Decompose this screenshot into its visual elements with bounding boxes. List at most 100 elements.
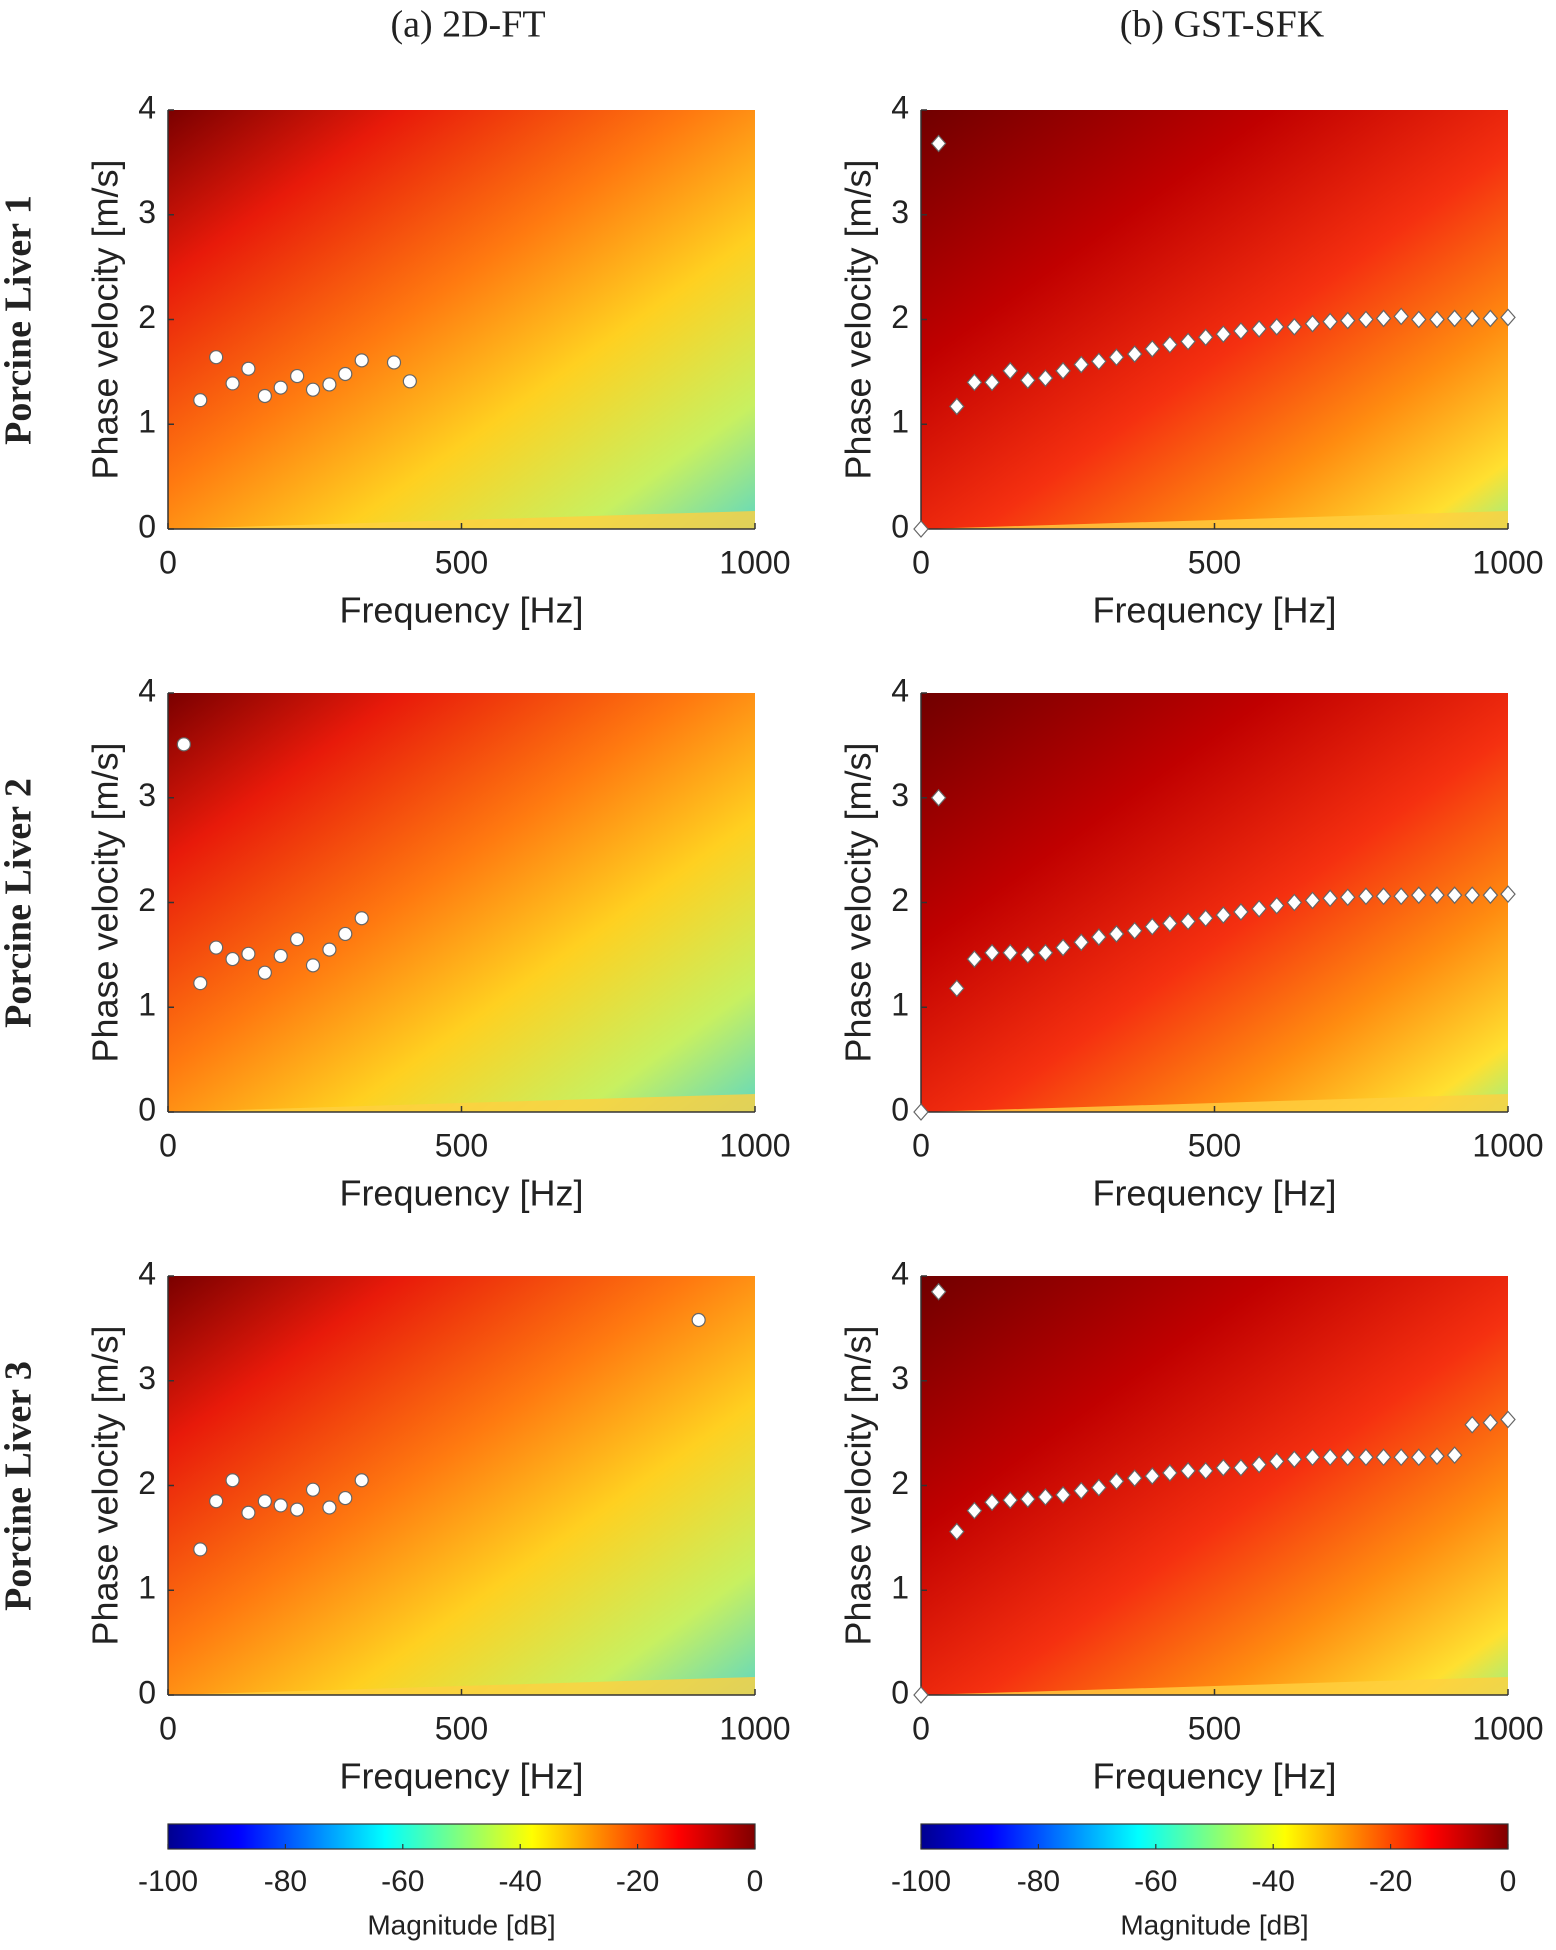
heatmap-band (168, 1677, 755, 1695)
diamond-point (1482, 886, 1499, 905)
diamond-point (1233, 322, 1249, 340)
y-axis-label: Phase velocity [m/s] (85, 742, 126, 1062)
y-tick-label: 3 (891, 194, 909, 230)
y-tick-label: 1 (891, 987, 909, 1023)
y-tick-label: 0 (138, 1674, 156, 1710)
x-axis-label: Frequency [Hz] (1092, 1173, 1336, 1214)
diamond-point (1037, 943, 1054, 962)
diamond-point (1162, 335, 1178, 354)
diamond-point (1055, 1486, 1071, 1504)
diamond-point (1073, 933, 1090, 952)
x-tick-label: -40 (1252, 1865, 1295, 1898)
diamond-point (984, 1493, 1000, 1512)
x-axis-label: Frequency [Hz] (339, 590, 583, 631)
diamond-point (1464, 1415, 1480, 1434)
diamond-point (1482, 1413, 1499, 1432)
heatmap (168, 1276, 755, 1695)
diamond-point (1375, 1448, 1392, 1467)
circle-point (338, 366, 353, 382)
circle-point (354, 911, 369, 926)
y-tick-label: 0 (138, 1091, 156, 1127)
diamond-point (1304, 1448, 1321, 1467)
heatmap-band (921, 511, 1508, 529)
diamond-point (1180, 1461, 1196, 1480)
colorbar-label: Magnitude [dB] (1120, 1909, 1308, 1940)
x-tick-label: 0 (912, 1127, 930, 1163)
y-tick-label: 1 (138, 1570, 156, 1606)
circle-point (241, 946, 256, 961)
diamond-point (1091, 928, 1107, 946)
diamond-point (1073, 1481, 1090, 1500)
x-tick-label: 0 (747, 1865, 764, 1898)
diamond-point (1500, 885, 1516, 904)
diamond-point (1233, 903, 1249, 921)
colorbar-label: Magnitude [dB] (367, 1909, 555, 1940)
x-tick-label: 0 (159, 1710, 177, 1746)
circle-point (338, 1490, 353, 1506)
diamond-point (1002, 943, 1019, 962)
heatmap (921, 693, 1508, 1112)
x-tick-label: 1000 (1472, 544, 1543, 580)
diamond-point (1268, 1452, 1285, 1471)
diamond-point (1375, 887, 1392, 906)
diamond-point (1020, 1490, 1036, 1509)
diamond-point (1410, 886, 1427, 905)
heatmap-band (921, 1094, 1508, 1112)
diamond-point (1464, 886, 1480, 905)
x-tick-label: 0 (1500, 1865, 1517, 1898)
diamond-point (930, 134, 947, 153)
diamond-point (984, 373, 1000, 392)
circle-point (354, 353, 369, 368)
diamond-point (1358, 887, 1374, 906)
x-tick-label: -60 (381, 1865, 424, 1898)
x-axis-label: Frequency [Hz] (1092, 1756, 1336, 1797)
diamond-point (949, 979, 965, 998)
diamond-point (966, 373, 983, 392)
diamond-point (966, 950, 983, 968)
diamond-point (1108, 348, 1125, 367)
diamond-point (1429, 1447, 1445, 1466)
diamond-point (1286, 1450, 1303, 1469)
circle-point (273, 380, 288, 395)
circle-point (225, 376, 240, 391)
y-tick-label: 0 (891, 1674, 909, 1710)
circle-point (273, 948, 288, 964)
y-tick-label: 3 (138, 194, 156, 230)
y-tick-label: 3 (138, 1360, 156, 1396)
diamond-point (1339, 888, 1356, 907)
x-tick-label: 0 (912, 544, 930, 580)
circle-point (290, 1502, 305, 1517)
y-tick-label: 0 (891, 508, 909, 544)
diamond-point (966, 1501, 983, 1520)
diamond-point (913, 1103, 929, 1121)
circle-point (305, 958, 321, 973)
circle-point (193, 1542, 208, 1557)
x-tick-label: 500 (1188, 1710, 1241, 1746)
diamond-point (1197, 1461, 1214, 1480)
diamond-point (949, 397, 965, 416)
y-tick-label: 2 (138, 882, 156, 918)
x-tick-label: -80 (1017, 1865, 1060, 1898)
circle-point (257, 965, 272, 980)
colorbar (920, 1823, 1509, 1850)
circle-point (322, 1500, 337, 1515)
diamond-point (1268, 896, 1285, 915)
circle-point (257, 388, 272, 404)
y-tick-label: 3 (891, 1360, 909, 1396)
diamond-point (1162, 914, 1178, 933)
heatmap (168, 693, 755, 1112)
diamond-point (1286, 317, 1303, 336)
diamond-point (1197, 909, 1214, 928)
y-axis-label: Phase velocity [m/s] (838, 742, 879, 1062)
y-tick-label: 4 (138, 89, 156, 125)
circle-point (691, 1312, 706, 1328)
circle-point (338, 926, 353, 942)
y-tick-label: 4 (138, 1255, 156, 1291)
y-tick-label: 2 (138, 299, 156, 335)
diamond-point (1251, 899, 1267, 918)
x-tick-label: 1000 (719, 1710, 790, 1746)
diamond-point (1268, 317, 1285, 336)
circle-point (225, 1473, 240, 1488)
